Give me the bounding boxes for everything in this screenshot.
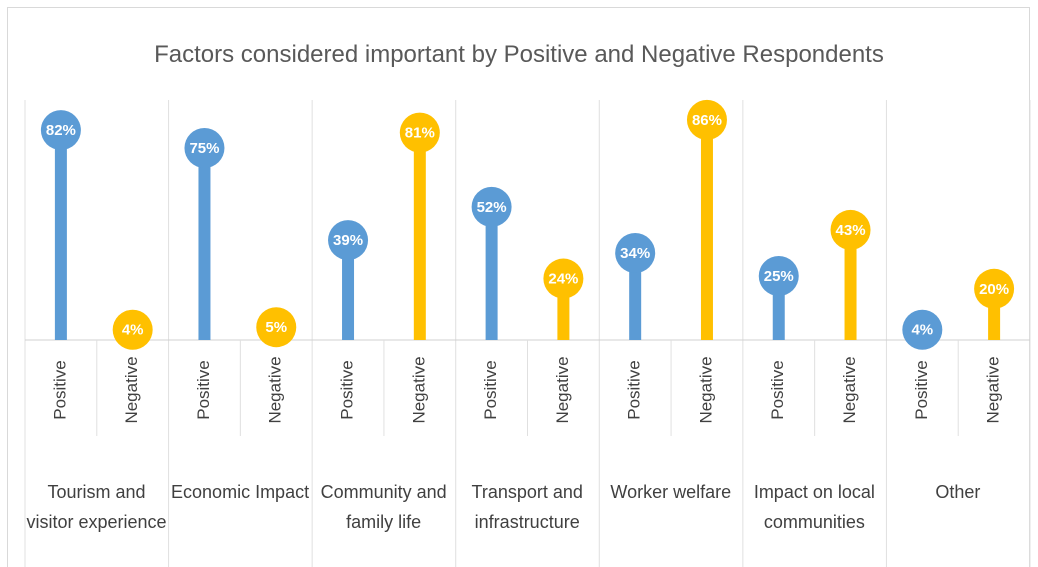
series-label: Negative	[696, 356, 715, 423]
series-label: Positive	[194, 360, 213, 420]
data-label: 20%	[979, 281, 1009, 298]
lollipop-head	[40, 110, 81, 151]
lollipop-head	[615, 232, 656, 273]
lollipop-head	[686, 99, 727, 140]
lollipop-head	[830, 209, 871, 250]
category-label: Economic Impact	[171, 482, 310, 502]
data-label: 81%	[405, 125, 435, 142]
data-label: 34%	[620, 245, 650, 262]
lollipop-head	[974, 268, 1015, 309]
lollipop-head	[328, 220, 369, 261]
lollipop-head	[112, 309, 153, 350]
series-label: Positive	[338, 360, 357, 420]
data-label: 52%	[477, 199, 507, 216]
lollipop-head	[184, 128, 225, 168]
lollipop-head	[256, 307, 297, 348]
category-label: Tourism and visitor experience	[26, 482, 167, 532]
lollipop-head	[543, 258, 584, 299]
category-label: Other	[935, 482, 981, 502]
category-label: Impact on local communities	[753, 482, 875, 532]
series-label: Negative	[266, 356, 285, 423]
category-label: Community and family life	[320, 482, 447, 532]
data-label: 4%	[911, 322, 933, 339]
series-label: Negative	[122, 356, 141, 423]
series-label: Positive	[912, 360, 931, 420]
data-label: 86%	[692, 112, 722, 129]
lollipop-head	[471, 186, 512, 227]
series-label: Positive	[625, 360, 644, 420]
data-label: 24%	[548, 271, 578, 288]
data-label: 4%	[122, 322, 144, 339]
category-label: Worker welfare	[610, 482, 732, 502]
data-label: 82%	[46, 122, 76, 139]
category-label: Transport and infrastructure	[471, 482, 583, 532]
data-label: 75%	[189, 140, 219, 157]
data-label: 43%	[836, 222, 866, 239]
data-label: 39%	[333, 232, 363, 249]
series-label: Negative	[409, 356, 428, 423]
lollipop-head	[758, 256, 799, 296]
series-label: Positive	[50, 360, 69, 420]
series-label: Negative	[553, 356, 572, 423]
series-label: Negative	[984, 356, 1003, 423]
series-label: Negative	[840, 356, 859, 423]
lollipop-head	[399, 112, 440, 153]
series-label: Positive	[481, 360, 500, 420]
series-label: Positive	[768, 360, 787, 420]
data-label: 5%	[265, 319, 287, 336]
lollipop-head	[902, 309, 943, 350]
chart-title: Factors considered important by Positive…	[154, 41, 884, 68]
data-label: 25%	[764, 268, 794, 285]
